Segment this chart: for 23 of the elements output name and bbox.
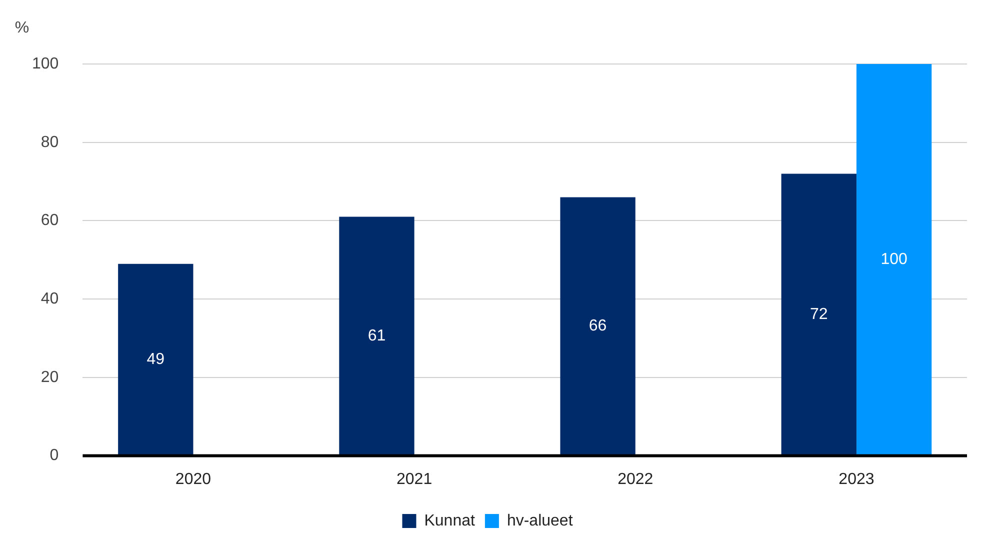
y-axis-title: % [14,19,30,36]
bar [856,64,932,456]
legend-label: hv-alueet [506,512,574,530]
legend-label: Kunnat [424,512,476,530]
bar [781,174,856,456]
bar [560,197,636,456]
x-tick-label: 2020 [175,470,212,488]
x-tick-label: 2022 [618,470,654,488]
bar [118,264,194,456]
y-tick-label: 60 [40,212,59,230]
x-tick-label: 2023 [838,470,874,488]
y-tick-label: 100 [32,55,59,72]
data-label: 66 [588,318,607,335]
bar [339,216,414,456]
data-label: 49 [146,350,165,368]
y-tick-label: 40 [40,290,59,308]
y-tick-label: 80 [40,134,59,151]
data-label: 72 [810,306,828,323]
y-tick-label: 0 [50,447,59,464]
y-tick-label: 20 [40,368,59,386]
data-label: 100 [880,251,908,268]
data-label: 61 [368,327,386,344]
x-tick-label: 2021 [396,470,432,488]
